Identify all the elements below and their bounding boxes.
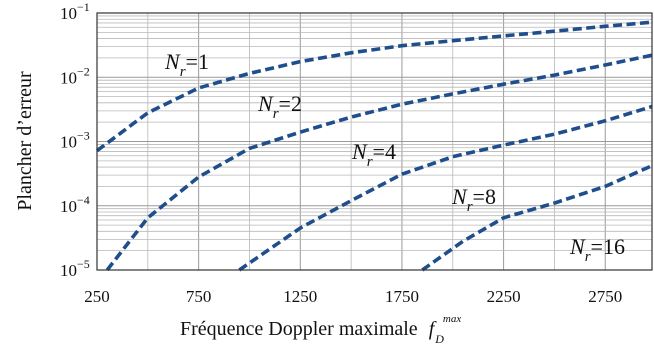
curve-label-0: Nr=1	[164, 49, 209, 80]
curve-label-value: =8	[473, 184, 496, 209]
series-line-0	[95, 20, 653, 153]
y-tick-label-1: 10−2	[60, 64, 90, 87]
series-line-2	[238, 104, 653, 272]
y-tick-base: 10	[60, 261, 77, 280]
curve-label-base: N	[569, 234, 586, 259]
y-tick-exp: −3	[77, 129, 90, 143]
x-axis-symbol-sub: D	[434, 332, 444, 346]
y-tick-exp: −2	[77, 64, 90, 78]
curve-label-sub: r	[585, 249, 591, 265]
curve-label-1: Nr=2	[257, 91, 302, 122]
plot-frame	[96, 12, 653, 271]
curve-label-3: Nr=8	[451, 184, 496, 215]
curve-label-sub: r	[180, 64, 186, 80]
x-tick-label-2: 1250	[283, 287, 317, 306]
series-line-3	[421, 164, 653, 272]
x-tick-label-1: 750	[186, 287, 212, 306]
y-tick-label-4: 10−5	[60, 257, 90, 280]
series-curves	[95, 20, 653, 272]
x-axis-label-text: Fréquence Doppler maximale	[180, 318, 418, 340]
curve-label-base: N	[257, 91, 274, 116]
curve-label-sub: r	[273, 106, 279, 122]
y-tick-label-3: 10−4	[60, 193, 90, 216]
curve-label-base: N	[164, 49, 181, 74]
y-tick-base: 10	[60, 68, 77, 87]
curve-label-base: N	[451, 184, 468, 209]
curve-label-value: =2	[279, 91, 302, 116]
y-tick-exp: −5	[77, 257, 90, 271]
curve-label-base: N	[351, 139, 368, 164]
y-tick-exp: −4	[77, 193, 90, 207]
curve-label-4: Nr=16	[569, 234, 625, 265]
x-axis-label: Fréquence Doppler maximale f D max	[180, 313, 461, 348]
y-tick-exp: −1	[77, 0, 90, 14]
curve-label-sub: r	[467, 199, 473, 215]
x-tick-label-0: 250	[84, 287, 110, 306]
y-tick-base: 10	[60, 4, 77, 23]
x-tick-labels: 250 750 1250 1750 2250 2750	[84, 287, 622, 306]
curve-label-value: =16	[591, 234, 625, 259]
curve-label-value: =4	[373, 139, 396, 164]
y-axis-label: Plancher d’erreur	[14, 71, 36, 211]
x-axis-symbol-sup: max	[443, 313, 461, 325]
y-tick-labels: 10−110−210−310−410−5	[60, 0, 90, 280]
x-tick-label-5: 2750	[588, 287, 622, 306]
x-axis-symbol: f	[429, 318, 437, 340]
y-tick-base: 10	[60, 197, 77, 216]
curve-label-sub: r	[367, 154, 373, 170]
x-tick-label-4: 2250	[487, 287, 521, 306]
x-tick-label-3: 1750	[385, 287, 419, 306]
curve-label-2: Nr=4	[351, 139, 396, 170]
y-tick-label-0: 10−1	[60, 0, 90, 23]
curve-label-value: =1	[186, 49, 209, 74]
y-tick-base: 10	[60, 133, 77, 152]
y-tick-label-2: 10−3	[60, 129, 90, 152]
curve-labels: Nr=1Nr=2Nr=4Nr=8Nr=16	[164, 49, 625, 265]
